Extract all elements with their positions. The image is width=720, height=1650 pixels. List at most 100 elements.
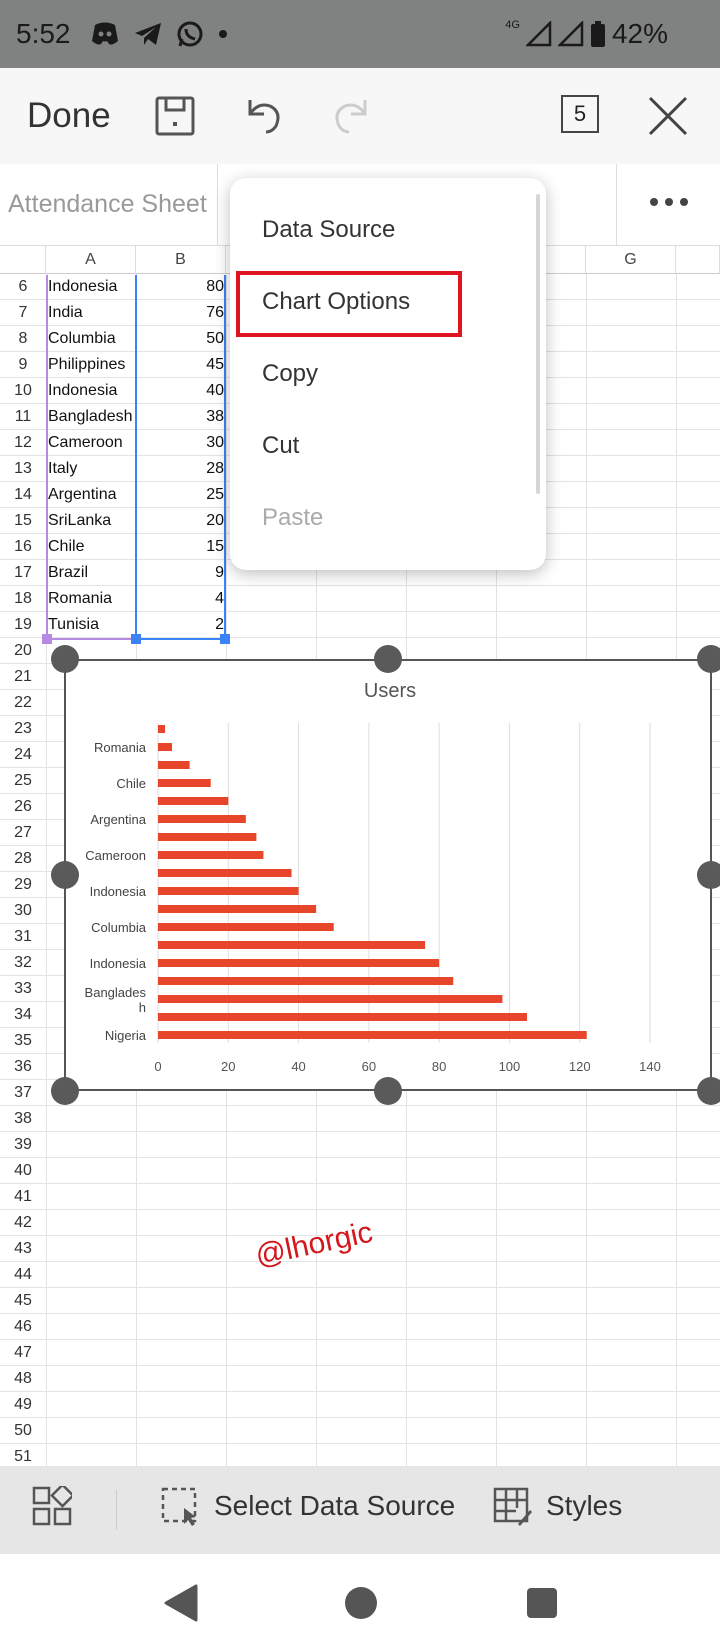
row-header[interactable]: 35 — [0, 1028, 46, 1054]
cell-country[interactable]: India — [48, 304, 83, 321]
row-header[interactable]: 41 — [0, 1184, 46, 1210]
row-header[interactable]: 33 — [0, 976, 46, 1002]
recents-icon[interactable] — [524, 1584, 560, 1622]
row-header[interactable]: 38 — [0, 1106, 46, 1132]
row-header[interactable]: 20 — [0, 638, 46, 664]
chart-resize-handle[interactable] — [51, 861, 79, 889]
row-header[interactable]: 49 — [0, 1392, 46, 1418]
cell-value[interactable]: 76 — [206, 304, 224, 321]
cell-country[interactable]: SriLanka — [48, 512, 112, 529]
chart-type-button[interactable] — [32, 1486, 72, 1526]
row-header[interactable]: 43 — [0, 1236, 46, 1262]
menu-scrollbar[interactable] — [536, 194, 540, 494]
cell-country[interactable]: Italy — [48, 460, 78, 477]
row-header[interactable]: 51 — [0, 1444, 46, 1466]
undo-icon[interactable] — [240, 92, 288, 140]
row-header[interactable]: 46 — [0, 1314, 46, 1340]
column-header-a[interactable]: A — [46, 246, 136, 274]
chart-resize-handle[interactable] — [374, 645, 402, 673]
cell-value[interactable]: 15 — [206, 538, 224, 555]
row-header[interactable]: 29 — [0, 872, 46, 898]
cell-country[interactable]: Tunisia — [48, 616, 99, 633]
row-header[interactable]: 26 — [0, 794, 46, 820]
row-header[interactable]: 17 — [0, 560, 46, 586]
sheet-count-button[interactable]: 5 — [561, 95, 599, 133]
row-header[interactable]: 27 — [0, 820, 46, 846]
menu-item-cut[interactable]: Cut — [262, 432, 300, 459]
chart-resize-handle[interactable] — [697, 645, 720, 673]
cell-country[interactable]: Cameroon — [48, 434, 123, 451]
row-header[interactable]: 40 — [0, 1158, 46, 1184]
column-header-h[interactable] — [676, 246, 720, 274]
row-header[interactable]: 6 — [0, 274, 46, 300]
chart-resize-handle[interactable] — [374, 1077, 402, 1105]
selection-handle[interactable] — [131, 634, 141, 644]
cell-value[interactable]: 20 — [206, 512, 224, 529]
row-header[interactable]: 23 — [0, 716, 46, 742]
row-header[interactable]: 50 — [0, 1418, 46, 1444]
selection-handle[interactable] — [42, 634, 52, 644]
home-icon[interactable] — [343, 1584, 379, 1622]
cell-value[interactable]: 2 — [215, 616, 224, 633]
row-header[interactable]: 32 — [0, 950, 46, 976]
row-header[interactable]: 8 — [0, 326, 46, 352]
row-header[interactable]: 16 — [0, 534, 46, 560]
row-header[interactable]: 19 — [0, 612, 46, 638]
cell-country[interactable]: Argentina — [48, 486, 117, 503]
row-header[interactable]: 37 — [0, 1080, 46, 1106]
row-header[interactable]: 18 — [0, 586, 46, 612]
chart-resize-handle[interactable] — [51, 645, 79, 673]
row-header[interactable]: 12 — [0, 430, 46, 456]
row-header[interactable]: 39 — [0, 1132, 46, 1158]
save-icon[interactable] — [151, 92, 199, 140]
menu-item-copy[interactable]: Copy — [262, 360, 319, 387]
chart-resize-handle[interactable] — [51, 1077, 79, 1105]
more-options-icon[interactable] — [650, 198, 688, 206]
cell-country[interactable]: Indonesia — [48, 278, 118, 295]
menu-item-data-source[interactable]: Data Source — [262, 216, 396, 243]
cell-value[interactable]: 40 — [206, 382, 224, 399]
row-header[interactable]: 25 — [0, 768, 46, 794]
back-icon[interactable] — [162, 1584, 198, 1622]
cell-value[interactable]: 45 — [206, 356, 224, 373]
row-header[interactable]: 13 — [0, 456, 46, 482]
selection-handle[interactable] — [220, 634, 230, 644]
row-header[interactable]: 42 — [0, 1210, 46, 1236]
cell-value[interactable]: 9 — [215, 564, 224, 581]
menu-item-chart-options[interactable]: Chart Options — [262, 288, 411, 315]
sheet-name[interactable]: Attendance Sheet — [8, 190, 207, 218]
close-icon[interactable] — [644, 92, 692, 140]
row-header[interactable]: 47 — [0, 1340, 46, 1366]
cell-value[interactable]: 4 — [215, 590, 224, 607]
row-header[interactable]: 34 — [0, 1002, 46, 1028]
row-header[interactable]: 7 — [0, 300, 46, 326]
row-header[interactable]: 31 — [0, 924, 46, 950]
cell-value[interactable]: 38 — [206, 408, 224, 425]
cell-value[interactable]: 28 — [206, 460, 224, 477]
cell-value[interactable]: 30 — [206, 434, 224, 451]
done-button[interactable]: Done — [27, 96, 111, 135]
column-header-b[interactable]: B — [136, 246, 226, 274]
row-header[interactable]: 30 — [0, 898, 46, 924]
column-header-g[interactable]: G — [586, 246, 676, 274]
cell-country[interactable]: Brazil — [48, 564, 89, 581]
row-header[interactable]: 48 — [0, 1366, 46, 1392]
cell-country[interactable]: Indonesia — [48, 382, 118, 399]
row-header[interactable]: 28 — [0, 846, 46, 872]
cell-value[interactable]: 80 — [206, 278, 224, 295]
row-header[interactable]: 10 — [0, 378, 46, 404]
row-header[interactable]: 11 — [0, 404, 46, 430]
cell-country[interactable]: Chile — [48, 538, 85, 555]
row-header[interactable]: 36 — [0, 1054, 46, 1080]
cell-country[interactable]: Romania — [48, 590, 113, 607]
cell-value[interactable]: 25 — [206, 486, 224, 503]
row-header[interactable]: 21 — [0, 664, 46, 690]
chart-resize-handle[interactable] — [697, 1077, 720, 1105]
cell-value[interactable]: 50 — [206, 330, 224, 347]
cell-country[interactable]: Bangladesh — [48, 408, 133, 425]
row-header[interactable]: 9 — [0, 352, 46, 378]
row-header[interactable]: 24 — [0, 742, 46, 768]
cell-country[interactable]: Philippines — [48, 356, 126, 373]
row-header[interactable]: 22 — [0, 690, 46, 716]
styles-button[interactable]: Styles — [492, 1486, 622, 1526]
